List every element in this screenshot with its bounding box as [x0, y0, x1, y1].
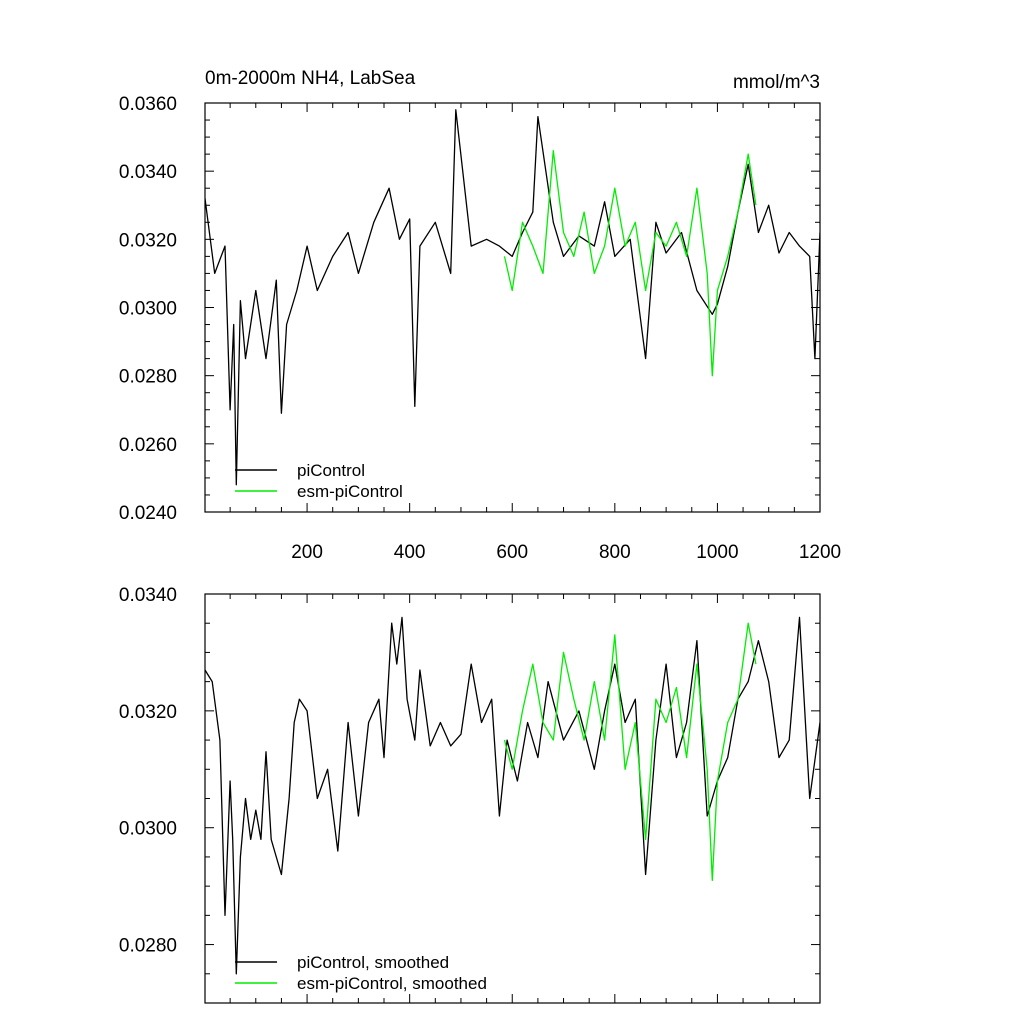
y-tick-label: 0.0320 — [119, 702, 177, 723]
legend-label: piControl — [297, 461, 365, 480]
y-tick-label: 0.0280 — [119, 936, 177, 957]
y-tick-label: 0.0360 — [119, 94, 177, 115]
y-tick-label: 0.0300 — [119, 299, 177, 320]
x-tick-label: 200 — [291, 542, 323, 563]
x-tick-label: 1000 — [696, 542, 738, 563]
y-tick-label: 0.0280 — [119, 367, 177, 388]
legend-label: esm-piControl, smoothed — [297, 974, 487, 993]
plot-area-bottom — [205, 616, 820, 975]
legend-label: esm-piControl — [297, 482, 403, 501]
series-line-picontrol-smoothed — [205, 616, 820, 975]
y-tick-label: 0.0240 — [119, 503, 177, 524]
y-tick-label: 0.0340 — [119, 585, 177, 606]
y-tick-label: 0.0300 — [119, 819, 177, 840]
x-tick-label: 800 — [599, 542, 631, 563]
series-line-esm-picontrol — [503, 150, 757, 377]
x-tick-label: 1200 — [799, 542, 841, 563]
chart-title-left: 0m-2000m NH4, LabSea — [205, 68, 416, 89]
plot-area-top — [205, 109, 820, 486]
series-line-picontrol — [205, 109, 820, 486]
plot-frame-top — [204, 102, 821, 513]
chart-units-label: mmol/m^3 — [733, 72, 820, 93]
y-tick-label: 0.0340 — [119, 162, 177, 183]
y-tick-label: 0.0320 — [119, 230, 177, 251]
chart-panel-bottom: 0.0280 0.0300 0.0320 0.0340 piControl, smoot… — [119, 585, 821, 1004]
x-tick-label: 600 — [496, 542, 528, 563]
legend-label: piControl, smoothed — [297, 953, 449, 972]
y-tick-label: 0.0260 — [119, 435, 177, 456]
plot-frame-bottom — [204, 593, 821, 1004]
series-line-esm-picontrol-smoothed — [503, 622, 757, 881]
chart-panel-top: 0m-2000m NH4, LabSea mmol/m^3 200 400 600 8… — [119, 68, 841, 563]
x-tick-label: 400 — [394, 542, 426, 563]
